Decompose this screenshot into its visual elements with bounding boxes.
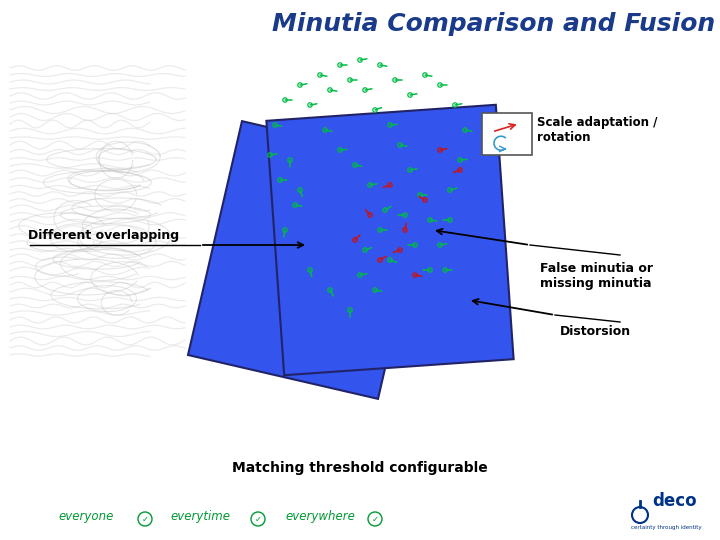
- Text: certainty through identity: certainty through identity: [631, 525, 701, 530]
- Text: Minutia Comparison and Fusion: Minutia Comparison and Fusion: [272, 12, 715, 36]
- Text: ✓: ✓: [142, 515, 148, 523]
- Text: ✓: ✓: [372, 515, 379, 523]
- Text: everyone: everyone: [58, 510, 113, 523]
- Text: everywhere: everywhere: [285, 510, 355, 523]
- Text: Matching threshold configurable: Matching threshold configurable: [232, 461, 488, 475]
- Text: everytime: everytime: [170, 510, 230, 523]
- Polygon shape: [266, 105, 513, 375]
- Text: Distorsion: Distorsion: [560, 325, 631, 338]
- Text: deco: deco: [652, 492, 697, 510]
- Text: Different overlapping: Different overlapping: [28, 229, 179, 242]
- Text: False minutia or
missing minutia: False minutia or missing minutia: [540, 262, 653, 290]
- Text: Scale adaptation /
rotation: Scale adaptation / rotation: [537, 116, 657, 144]
- Polygon shape: [188, 121, 432, 399]
- Bar: [482, 113, 532, 155]
- Text: ✓: ✓: [254, 515, 261, 523]
